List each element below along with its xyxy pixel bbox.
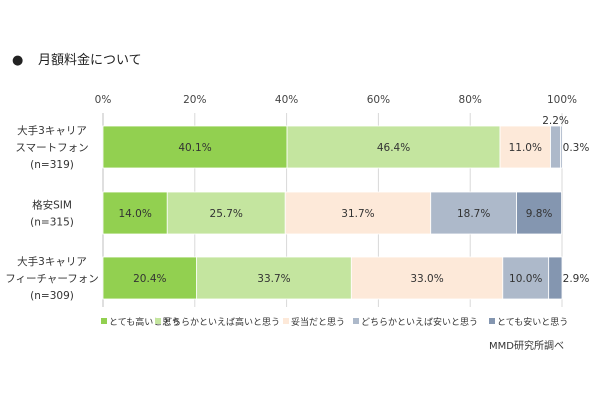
legend-label: とても安いと思う	[497, 316, 568, 328]
chart-title-text: 月額料金について	[38, 53, 142, 68]
data-label: 33.7%	[257, 273, 290, 285]
data-label: 46.4%	[377, 142, 410, 154]
data-label: 11.0%	[509, 142, 542, 154]
category-label: 大手3キャリア	[17, 124, 87, 137]
bar-segment	[430, 191, 517, 235]
data-label: 10.0%	[509, 273, 542, 285]
data-label: 2.9%	[563, 273, 590, 285]
bar-segment	[102, 125, 288, 169]
data-label: 20.4%	[133, 273, 166, 285]
category-label: フィーチャーフォン	[5, 273, 99, 285]
bar-segment	[102, 256, 198, 300]
category-label: 大手3キャリア	[17, 255, 87, 268]
bar-segment	[560, 125, 563, 169]
legend-swatch	[283, 318, 289, 324]
x-tick-label: 0%	[95, 94, 112, 106]
bar-segment	[286, 125, 501, 169]
x-tick-label: 20%	[183, 94, 206, 106]
legend-label: 妥当だと思う	[291, 316, 345, 328]
bar-segment	[350, 256, 504, 300]
legend-label: どちらかといえば高いと思う	[163, 316, 280, 328]
data-label: 40.1%	[178, 142, 211, 154]
legend-swatch	[155, 318, 161, 324]
data-label: 0.3%	[563, 142, 590, 154]
data-label: 9.8%	[526, 208, 553, 220]
data-label: 33.0%	[410, 273, 443, 285]
data-label: 14.0%	[118, 208, 151, 220]
category-label: スマートフォン	[15, 142, 88, 154]
x-tick-label: 100%	[547, 94, 577, 106]
data-label: 18.7%	[457, 208, 490, 220]
bar-segment	[516, 191, 562, 235]
bar-segment	[550, 125, 562, 169]
bar-segment	[284, 191, 432, 235]
data-label: 25.7%	[210, 208, 243, 220]
category-label: 格安SIM	[32, 199, 72, 212]
legend-swatch	[353, 318, 359, 324]
legend-label: とても高いと思う	[109, 316, 180, 328]
bullet-icon: ●	[12, 53, 24, 68]
bar-segment	[196, 256, 352, 300]
bar-segment	[548, 256, 563, 300]
bar-segment	[166, 191, 286, 235]
legend-swatch	[489, 318, 495, 324]
category-label: (n=315)	[30, 217, 74, 229]
x-tick-label: 60%	[367, 94, 390, 106]
legend-swatch	[101, 318, 107, 324]
category-label: (n=309)	[30, 290, 74, 302]
chart-title: ● 月額料金について	[12, 49, 142, 68]
data-label: 31.7%	[341, 208, 374, 220]
bar-segment	[102, 191, 168, 235]
x-tick-label: 40%	[275, 94, 298, 106]
category-label: (n=319)	[30, 159, 74, 171]
data-label: 2.2%	[542, 115, 569, 127]
bar-segment	[499, 125, 551, 169]
legend-label: どちらかといえば安いと思う	[361, 316, 478, 328]
source-note: MMD研究所調べ	[489, 341, 564, 352]
x-tick-label: 80%	[459, 94, 482, 106]
